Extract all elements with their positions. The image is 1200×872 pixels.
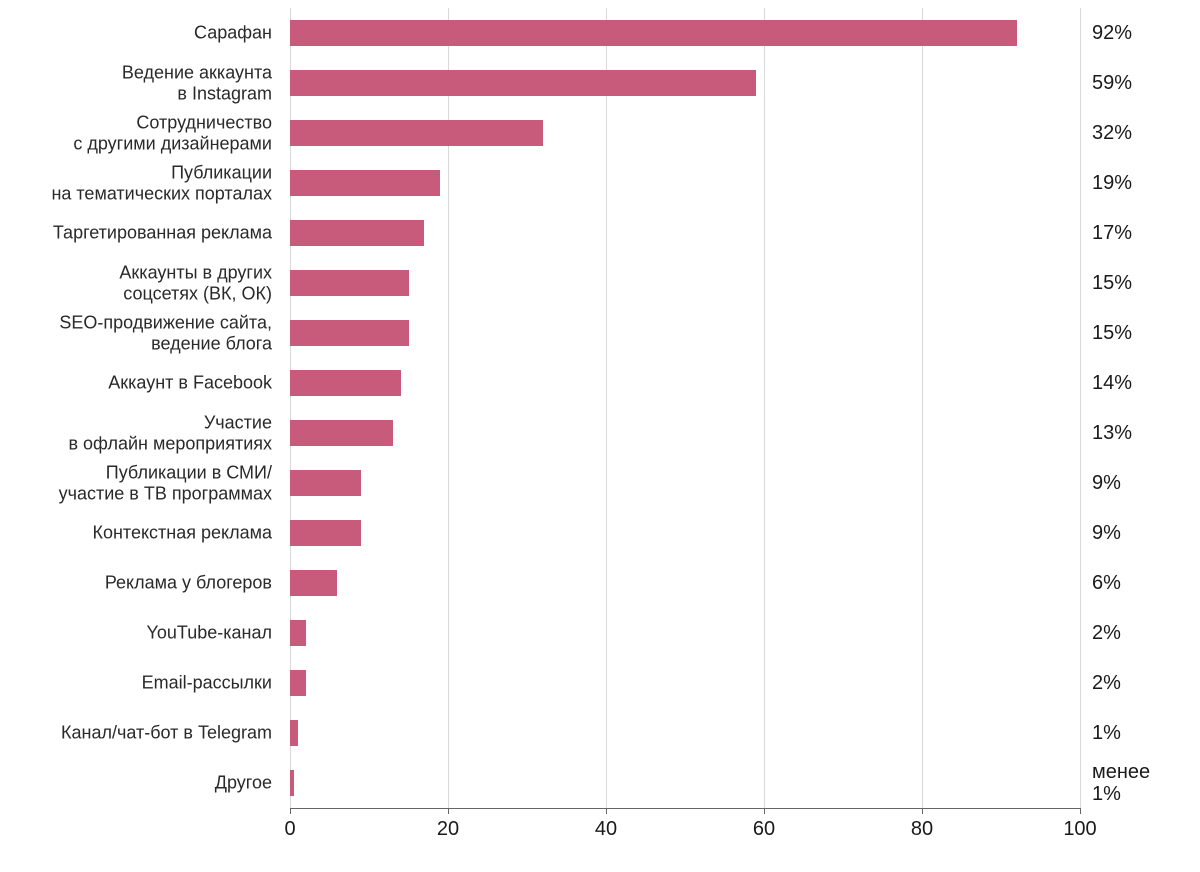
bar [290,270,409,296]
bar-row [290,608,1080,658]
bar-row [290,458,1080,508]
value-label: 59% [1092,72,1192,94]
bar [290,320,409,346]
bar [290,420,393,446]
bar-row [290,58,1080,108]
category-label: Контекстная реклама [0,523,280,544]
gridline [1080,8,1081,808]
horizontal-bar-chart: 0 20 40 60 80 100 Сарафан 92% Ведение аккаунта … [0,0,1200,872]
value-label: 2% [1092,622,1192,644]
category-label: Ведение аккаунта в Instagram [0,62,280,103]
x-tick-label: 0 [284,818,295,841]
value-label: 1% [1092,722,1192,744]
bar [290,170,440,196]
bar-row [290,358,1080,408]
category-label: Другое [0,773,280,794]
x-tick-label: 100 [1063,818,1096,841]
category-label: Публикации в СМИ/ участие в ТВ программа… [0,462,280,503]
bar-row [290,558,1080,608]
bar [290,520,361,546]
bar-row [290,758,1080,808]
x-axis: 020406080100 [290,808,1080,848]
value-label: менее 1% [1092,761,1192,805]
value-label: 92% [1092,22,1192,44]
bar-row [290,308,1080,358]
bar [290,120,543,146]
bar-row [290,408,1080,458]
bar [290,720,298,746]
bar [290,20,1017,46]
x-axis-line [290,808,1080,809]
bar [290,70,756,96]
bar [290,220,424,246]
bar-row [290,708,1080,758]
value-label: 6% [1092,572,1192,594]
value-label: 15% [1092,272,1192,294]
bar-row [290,658,1080,708]
bar-row [290,158,1080,208]
category-label: Сарафан [0,23,280,44]
category-label: Email-рассылки [0,673,280,694]
bar-row [290,508,1080,558]
value-label: 2% [1092,672,1192,694]
category-label: Таргетированная реклама [0,223,280,244]
x-tick-label: 60 [753,818,775,841]
x-tick-label: 80 [911,818,933,841]
value-label: 9% [1092,522,1192,544]
bar-row [290,208,1080,258]
x-tick-label: 20 [437,818,459,841]
value-label: 19% [1092,172,1192,194]
bar-row [290,108,1080,158]
bar [290,470,361,496]
value-label: 14% [1092,372,1192,394]
category-label: Канал/чат-бот в Telegram [0,723,280,744]
x-tick-mark [1080,808,1081,814]
category-label: YouTube-канал [0,623,280,644]
value-label: 17% [1092,222,1192,244]
bar [290,670,306,696]
x-tick-label: 40 [595,818,617,841]
value-label: 9% [1092,472,1192,494]
value-label: 13% [1092,422,1192,444]
category-label: Реклама у блогеров [0,573,280,594]
bar [290,770,294,796]
bar [290,370,401,396]
plot-area [290,8,1080,808]
bar [290,620,306,646]
category-label: Участие в офлайн мероприятиях [0,412,280,453]
value-label: 32% [1092,122,1192,144]
category-label: Аккаунт в Facebook [0,373,280,394]
bar-row [290,258,1080,308]
value-label: 15% [1092,322,1192,344]
bar [290,570,337,596]
bar-row [290,8,1080,58]
category-label: SEO-продвижение сайта, ведение блога [0,312,280,353]
category-label: Публикации на тематических порталах [0,162,280,203]
category-label: Аккаунты в других соцсетях (ВК, ОК) [0,262,280,303]
category-label: Сотрудничество с другими дизайнерами [0,112,280,153]
